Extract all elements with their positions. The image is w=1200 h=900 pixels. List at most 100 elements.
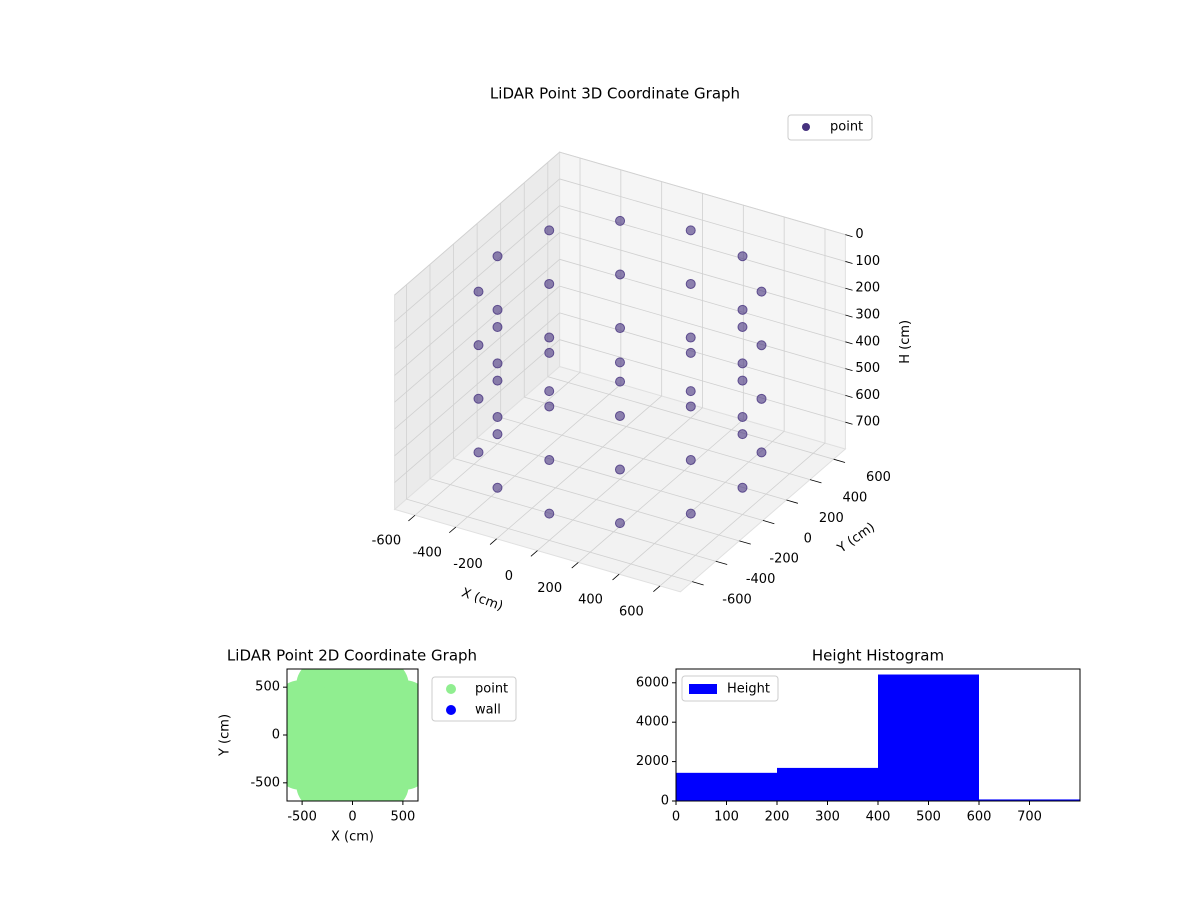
x-tick-label: 100 xyxy=(714,810,739,825)
bar xyxy=(979,799,1080,801)
x-tick-label: 0 xyxy=(672,810,680,825)
tick-mark xyxy=(845,395,853,398)
grid-line xyxy=(394,232,560,376)
legend-label: point xyxy=(830,120,863,135)
point xyxy=(737,375,748,386)
point xyxy=(492,429,503,440)
y-tick-label: 200 xyxy=(819,511,844,526)
point xyxy=(615,269,626,280)
tick-mark xyxy=(833,458,846,463)
bar xyxy=(878,674,979,801)
legend-marker xyxy=(802,123,810,131)
y-tick-label: -500 xyxy=(250,775,280,790)
z-tick-label: 400 xyxy=(855,334,880,349)
y-tick-label: 6000 xyxy=(636,675,669,690)
point xyxy=(737,482,748,493)
point xyxy=(492,358,503,369)
tick-mark xyxy=(845,368,853,372)
tick-mark xyxy=(845,234,853,238)
tick-mark xyxy=(571,562,579,569)
tick-mark xyxy=(845,341,853,345)
point xyxy=(737,321,748,332)
point xyxy=(615,323,626,334)
y-tick-label: 2000 xyxy=(636,754,669,769)
grid-line xyxy=(394,312,560,457)
z-tick-label: 0 xyxy=(855,227,863,242)
legend-marker xyxy=(446,705,456,715)
grid-line xyxy=(559,258,846,343)
z-tick-label: 700 xyxy=(855,415,880,430)
bar xyxy=(676,772,777,801)
grid-line xyxy=(394,151,560,296)
y-tick-label: -600 xyxy=(722,593,752,608)
grid-line xyxy=(559,205,846,289)
chart-title: Height Histogram xyxy=(812,647,944,665)
y-tick-label: 600 xyxy=(866,470,891,485)
tick-mark xyxy=(845,287,853,291)
grid-line xyxy=(559,178,846,262)
x-tick-label: -200 xyxy=(453,557,483,572)
x-tick-label: 600 xyxy=(619,604,644,619)
point xyxy=(756,447,767,458)
tick-mark xyxy=(845,421,853,425)
point xyxy=(614,357,625,368)
point xyxy=(756,286,767,297)
grid-line xyxy=(559,285,846,369)
point xyxy=(473,340,484,351)
point xyxy=(614,518,625,529)
chart-title: LiDAR Point 3D Coordinate Graph xyxy=(490,85,740,103)
grid-line xyxy=(394,205,560,349)
point xyxy=(737,251,748,262)
point xyxy=(473,286,484,297)
grid-line xyxy=(559,339,846,423)
x-tick-label: 400 xyxy=(578,593,603,608)
point xyxy=(492,412,503,423)
point xyxy=(737,411,748,422)
grid-line xyxy=(429,478,716,562)
point xyxy=(326,709,379,761)
x-tick-label: 0 xyxy=(505,569,513,584)
tick-mark xyxy=(845,314,853,318)
tick-mark xyxy=(612,573,620,581)
y-tick-label: 0 xyxy=(804,531,812,546)
x-tick-label: 400 xyxy=(866,810,891,825)
legend-box xyxy=(787,114,873,141)
grid-line xyxy=(547,376,834,460)
x-tick-label: 500 xyxy=(916,810,941,825)
point xyxy=(756,393,767,404)
tick-mark xyxy=(739,540,751,545)
x-tick-label: 0 xyxy=(348,810,356,825)
x-tick-label: 600 xyxy=(967,810,992,825)
tick-mark xyxy=(489,538,497,545)
point xyxy=(492,251,503,262)
legend-marker xyxy=(446,684,456,694)
grid-line xyxy=(559,151,846,236)
point xyxy=(685,347,696,358)
grid-line xyxy=(476,437,764,521)
z-axis-label: H (cm) xyxy=(898,320,913,364)
point xyxy=(544,508,555,519)
grid-line xyxy=(394,259,560,403)
point xyxy=(614,464,625,475)
point xyxy=(492,322,503,333)
point xyxy=(544,225,555,236)
x-tick-label: 500 xyxy=(390,810,415,825)
grid-line xyxy=(394,285,560,430)
point xyxy=(544,455,555,466)
legend-label: point xyxy=(475,682,508,697)
point xyxy=(685,455,696,466)
x-tick-label: -500 xyxy=(287,810,317,825)
point xyxy=(492,375,503,386)
point xyxy=(685,332,696,343)
tick-mark xyxy=(715,560,728,565)
point xyxy=(544,347,555,358)
y-tick-label: -400 xyxy=(746,572,776,587)
x-tick-label: 700 xyxy=(1017,810,1042,825)
tick-mark xyxy=(809,479,822,484)
legend-marker xyxy=(689,684,717,694)
plot-area xyxy=(287,669,418,801)
point xyxy=(615,376,626,387)
point xyxy=(473,447,484,458)
tick-mark xyxy=(408,514,416,522)
y-tick-label: 0 xyxy=(272,728,280,743)
